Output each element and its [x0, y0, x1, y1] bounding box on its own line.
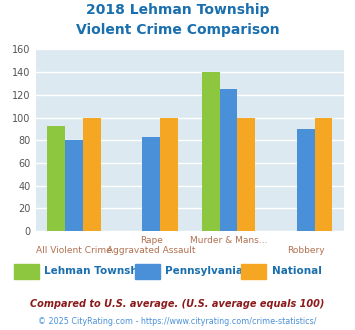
Text: Murder & Mans...: Murder & Mans... [190, 236, 267, 245]
Text: Aggravated Assault: Aggravated Assault [107, 246, 196, 255]
Text: All Violent Crime: All Violent Crime [36, 246, 112, 255]
Bar [237, 117, 255, 231]
Text: Violent Crime Comparison: Violent Crime Comparison [76, 23, 279, 37]
Text: © 2025 CityRating.com - https://www.cityrating.com/crime-statistics/: © 2025 CityRating.com - https://www.city… [38, 317, 317, 326]
Text: 2018 Lehman Township: 2018 Lehman Township [86, 3, 269, 17]
Bar [220, 89, 237, 231]
Text: Rape: Rape [140, 236, 163, 245]
Text: Compared to U.S. average. (U.S. average equals 100): Compared to U.S. average. (U.S. average … [30, 299, 325, 309]
Text: Pennsylvania: Pennsylvania [165, 266, 243, 276]
Bar [160, 117, 178, 231]
Bar [83, 117, 101, 231]
Text: Lehman Township: Lehman Township [44, 266, 149, 276]
Bar [315, 117, 332, 231]
Bar [48, 125, 65, 231]
Bar [297, 129, 315, 231]
Bar [65, 140, 83, 231]
Text: National: National [272, 266, 321, 276]
Text: Robbery: Robbery [287, 246, 324, 255]
Bar [202, 72, 220, 231]
Bar [142, 137, 160, 231]
